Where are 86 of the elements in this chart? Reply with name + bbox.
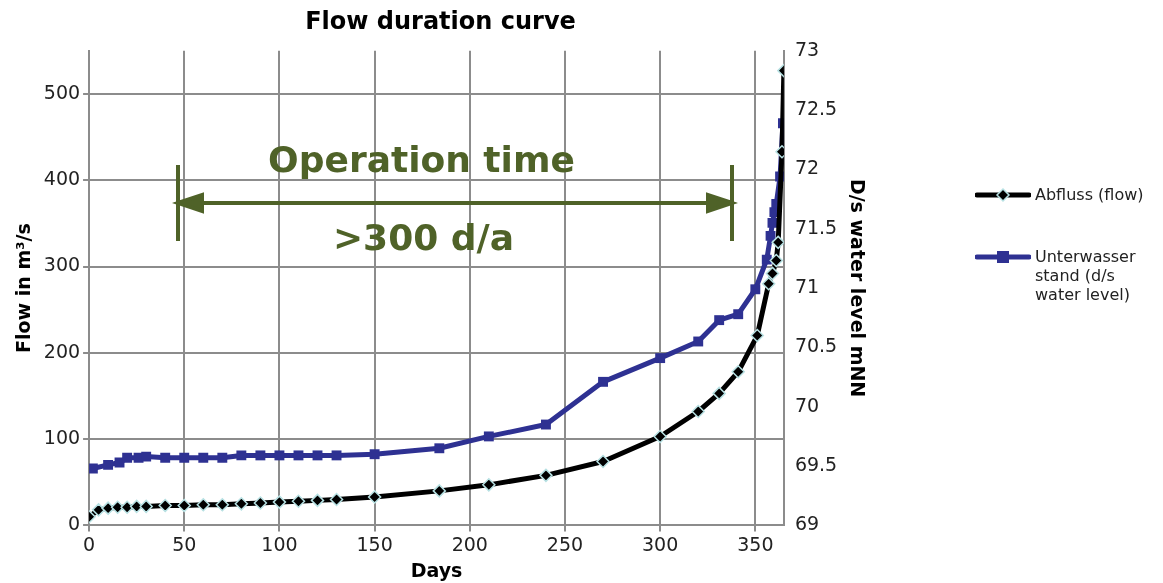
point: [653, 429, 667, 444]
y2-tick-label: 70.5: [794, 334, 838, 357]
y-tick-label: 100: [43, 426, 81, 449]
annotation: Operation time: [268, 138, 575, 180]
point: [103, 459, 114, 470]
y2-tick-label: 69.5: [794, 453, 838, 476]
point: [179, 452, 190, 463]
x-tick-label: 50: [172, 532, 197, 555]
x-tick-label: 100: [261, 532, 298, 555]
point: [160, 452, 171, 463]
x-tick-label: 0: [83, 532, 96, 555]
point: [771, 235, 784, 250]
point: [291, 494, 306, 508]
point: [482, 478, 496, 492]
point: [234, 497, 249, 511]
point: [110, 500, 125, 515]
point: [691, 404, 705, 419]
point: [122, 452, 133, 463]
y-tick-label: 0: [67, 512, 81, 535]
point: [712, 386, 726, 401]
point: [750, 284, 761, 295]
point: [432, 484, 447, 498]
point: [765, 230, 776, 241]
x-tick-label: 250: [546, 532, 584, 555]
point: [731, 365, 745, 379]
y2-tick-label: 70: [794, 393, 820, 416]
point: [139, 499, 153, 514]
y-tick-label: 400: [43, 167, 81, 190]
y2-tick-label: 71: [794, 275, 820, 298]
y2-tick-label: 72: [794, 156, 820, 179]
point: [101, 501, 115, 515]
point: [750, 328, 764, 343]
point: [714, 315, 725, 326]
point: [91, 503, 106, 517]
point: [120, 500, 134, 515]
annotation: >300 d/a: [332, 216, 514, 258]
point: [434, 443, 445, 454]
y2-tick-label: 73: [794, 37, 820, 60]
point: [596, 454, 610, 469]
x-tick-label: 150: [356, 532, 393, 555]
point: [761, 277, 776, 291]
point: [236, 450, 247, 461]
y2-tick-label: 69: [794, 512, 820, 535]
point: [369, 449, 380, 460]
y2-tick-label: 71.5: [794, 215, 838, 238]
y2-tick-label: 72.5: [794, 97, 838, 120]
point: [329, 492, 344, 507]
y-axis-title: Flow in m³/s: [12, 223, 35, 353]
point: [196, 497, 211, 512]
point: [693, 336, 704, 347]
point: [215, 497, 230, 512]
point: [769, 253, 784, 268]
point: [274, 450, 285, 461]
x-tick-label: 200: [451, 532, 488, 555]
x-axis-title: Days: [410, 558, 463, 581]
point: [293, 450, 304, 461]
point: [598, 376, 608, 387]
point: [539, 468, 553, 483]
point: [217, 452, 228, 463]
point: [312, 450, 323, 461]
point: [158, 498, 172, 513]
point: [177, 498, 191, 513]
point: [540, 419, 551, 430]
legend-label: Unterwasser stand (d/s water level): [1035, 247, 1137, 304]
point: [89, 463, 98, 474]
point: [367, 490, 382, 504]
y-tick-label: 200: [43, 339, 81, 362]
point: [253, 496, 268, 510]
y-tick-label: 300: [43, 253, 81, 276]
point: [255, 450, 266, 461]
point: [331, 450, 342, 461]
chart-title: Flow duration curve: [305, 6, 576, 35]
point: [733, 309, 744, 320]
point: [765, 266, 780, 281]
point: [198, 452, 209, 463]
point: [655, 353, 666, 364]
point: [310, 493, 325, 508]
x-tick-label: 350: [737, 532, 774, 555]
point: [141, 451, 152, 462]
legend-label: Abfluss (flow): [1035, 185, 1145, 204]
x-tick-label: 300: [642, 532, 679, 555]
point: [272, 495, 287, 509]
point: [761, 254, 772, 265]
point: [483, 431, 494, 442]
y2-axis-title: D/s water level mNN: [846, 178, 869, 398]
y-tick-label: 500: [43, 80, 81, 103]
